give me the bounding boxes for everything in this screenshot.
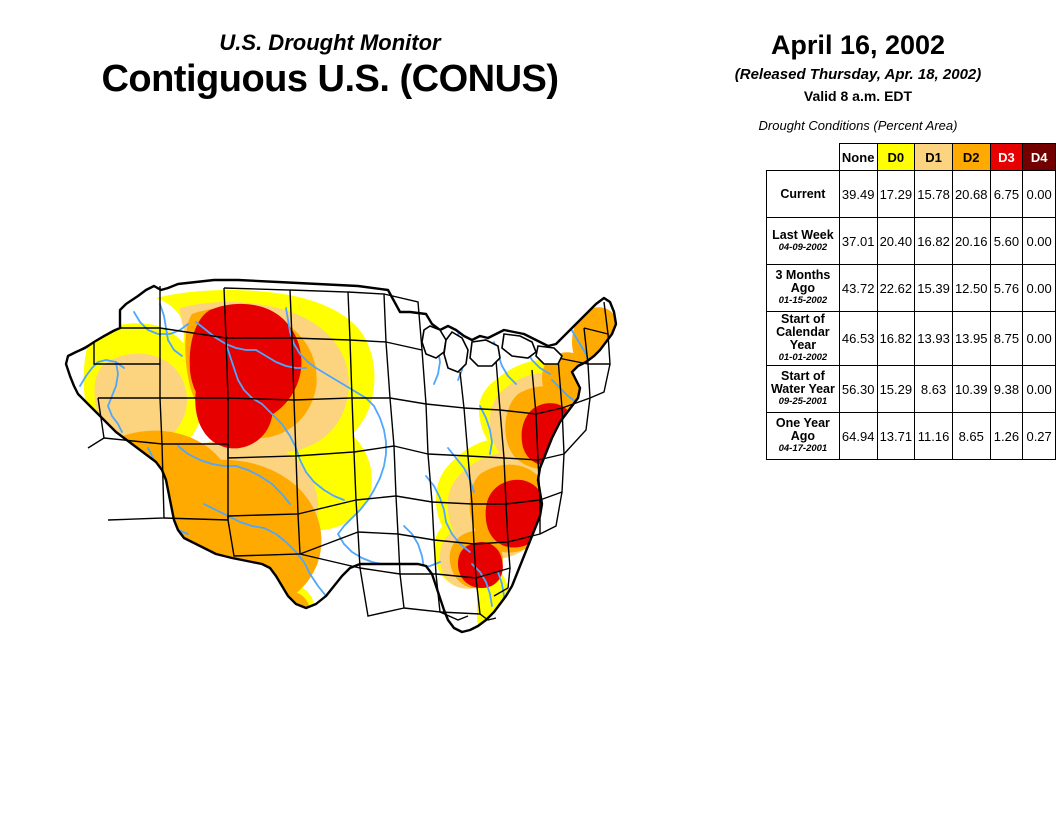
cell-d3: 5.60 bbox=[989, 217, 1024, 265]
row-label: Current bbox=[766, 170, 840, 218]
cell-d3: 5.76 bbox=[989, 264, 1024, 312]
table-header-d4: D4 bbox=[1022, 143, 1056, 171]
table-row: Current 39.49 17.29 15.78 20.68 6.75 0.00 bbox=[766, 170, 1056, 218]
cell-d4: 0.00 bbox=[1022, 264, 1056, 312]
cell-d1: 13.93 bbox=[914, 311, 953, 366]
map-region-d3 bbox=[189, 303, 578, 599]
row-label: 3 Months Ago 01-15-2002 bbox=[766, 264, 840, 312]
table-row: Start of Water Year 09-25-2001 56.30 15.29 8.… bbox=[766, 365, 1056, 413]
row-label: Start of Water Year 09-25-2001 bbox=[766, 365, 840, 413]
table-header-row: None D0 D1 D2 D3 D4 bbox=[767, 143, 1056, 171]
table-header-d2: D2 bbox=[951, 143, 991, 171]
row-sublabel: 01-01-2002 bbox=[778, 352, 828, 363]
row-label: Last Week 04-09-2002 bbox=[766, 217, 840, 265]
info-panel: April 16, 2002 (Released Thursday, Apr. … bbox=[660, 0, 1056, 816]
cell-d3: 1.26 bbox=[989, 412, 1024, 460]
cell-d1: 15.78 bbox=[914, 170, 953, 218]
cell-d1: 8.63 bbox=[914, 365, 953, 413]
row-sublabel: 04-17-2001 bbox=[778, 443, 828, 454]
cell-d4: 0.00 bbox=[1022, 217, 1056, 265]
cell-d1: 15.39 bbox=[914, 264, 953, 312]
map-great-lakes bbox=[421, 325, 563, 373]
row-label: One Year Ago 04-17-2001 bbox=[766, 412, 840, 460]
table-header-none: None bbox=[838, 143, 878, 171]
cell-d4: 0.00 bbox=[1022, 311, 1056, 366]
table-row: Last Week 04-09-2002 37.01 20.40 16.82 20.16 5… bbox=[766, 217, 1056, 265]
table-row: One Year Ago 04-17-2001 64.94 13.71 11.16 8.6… bbox=[766, 412, 1056, 460]
page-title: Contiguous U.S. (CONUS) bbox=[101, 58, 559, 100]
cell-d2: 8.65 bbox=[951, 412, 991, 460]
cell-none: 64.94 bbox=[838, 412, 878, 460]
cell-d0: 13.71 bbox=[876, 412, 916, 460]
table-header-d3: D3 bbox=[989, 143, 1024, 171]
table-caption: Drought Conditions (Percent Area) bbox=[758, 118, 958, 133]
table-header-d1: D1 bbox=[914, 143, 953, 171]
drought-conditions-table: None D0 D1 D2 D3 D4 Current 39.49 17.29 15.78 20.… bbox=[766, 143, 1056, 460]
cell-d4: 0.00 bbox=[1022, 365, 1056, 413]
cell-d1: 16.82 bbox=[914, 217, 953, 265]
table-body: Current 39.49 17.29 15.78 20.68 6.75 0.00 Last … bbox=[766, 170, 1056, 460]
cell-d2: 20.16 bbox=[951, 217, 991, 265]
row-sublabel: 01-15-2002 bbox=[778, 295, 828, 306]
subtitle: U.S. Drought Monitor bbox=[219, 30, 441, 55]
drought-map bbox=[28, 268, 654, 668]
map-state-boundaries bbox=[75, 286, 611, 621]
row-label: Start of Calendar Year 01-01-2002 bbox=[766, 311, 840, 366]
cell-d1: 11.16 bbox=[914, 412, 953, 460]
cell-none: 56.30 bbox=[838, 365, 878, 413]
cell-none: 39.49 bbox=[838, 170, 878, 218]
cell-none: 37.01 bbox=[838, 217, 878, 265]
cell-d0: 22.62 bbox=[876, 264, 916, 312]
table-row: Start of Calendar Year 01-01-2002 46.53 16.8… bbox=[766, 311, 1056, 366]
cell-d3: 8.75 bbox=[989, 311, 1024, 366]
row-sublabel: 04-09-2002 bbox=[778, 241, 828, 253]
cell-d2: 13.95 bbox=[951, 311, 991, 366]
cell-none: 46.53 bbox=[838, 311, 878, 366]
cell-d2: 20.68 bbox=[951, 170, 991, 218]
table-corner-cell bbox=[767, 144, 840, 171]
cell-d0: 16.82 bbox=[876, 311, 916, 366]
valid-time: Valid 8 a.m. EDT bbox=[803, 88, 913, 104]
cell-d0: 20.40 bbox=[876, 217, 916, 265]
table-row: 3 Months Ago 01-15-2002 43.72 22.62 15.39 12.… bbox=[766, 264, 1056, 312]
cell-d4: 0.00 bbox=[1022, 170, 1056, 218]
cell-d3: 6.75 bbox=[989, 170, 1024, 218]
row-sublabel: 09-25-2001 bbox=[778, 396, 828, 407]
cell-d4: 0.27 bbox=[1022, 412, 1056, 460]
map-conus-outline bbox=[64, 278, 618, 634]
cell-d3: 9.38 bbox=[989, 365, 1024, 413]
cell-d2: 12.50 bbox=[951, 264, 991, 312]
release-date: (Released Thursday, Apr. 18, 2002) bbox=[734, 66, 982, 83]
cell-none: 43.72 bbox=[838, 264, 878, 312]
table-header-d0: D0 bbox=[876, 143, 916, 171]
cell-d0: 17.29 bbox=[876, 170, 916, 218]
cell-d2: 10.39 bbox=[951, 365, 991, 413]
cell-d0: 15.29 bbox=[876, 365, 916, 413]
report-date: April 16, 2002 bbox=[770, 30, 946, 60]
map-panel: U.S. Drought Monitor Contiguous U.S. (CO… bbox=[28, 30, 654, 668]
